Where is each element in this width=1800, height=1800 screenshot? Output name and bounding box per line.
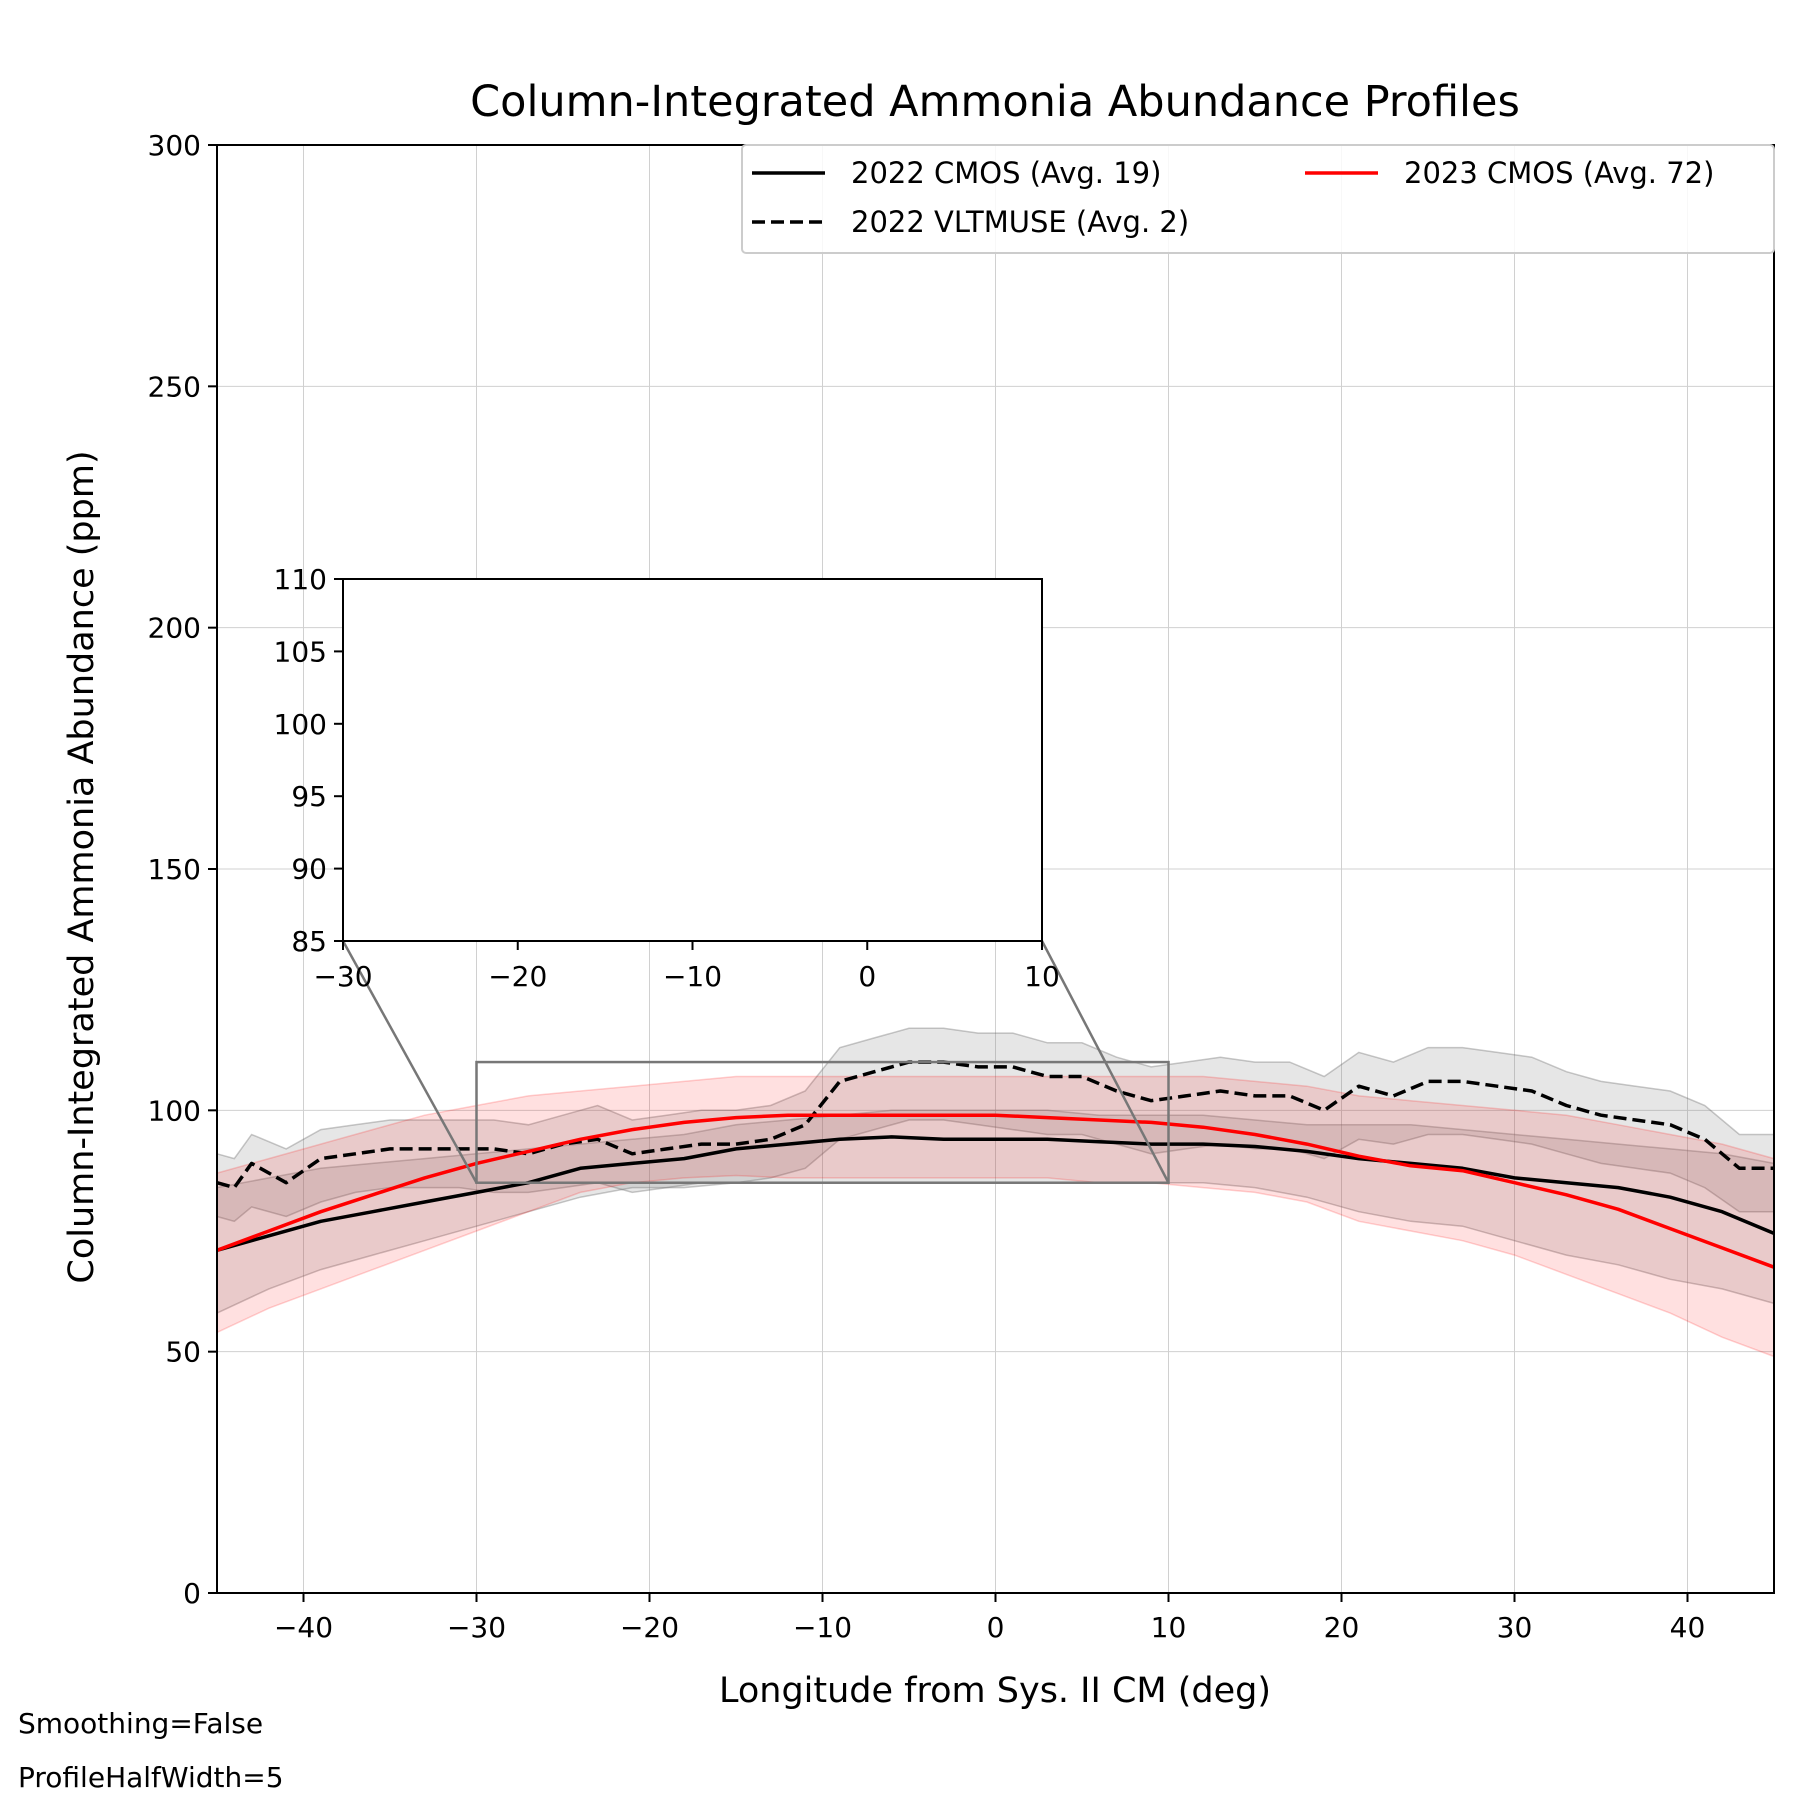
y-tick-label-250: 250 (148, 370, 201, 403)
inset-y-tick-label-110: 110 (274, 563, 327, 596)
y-axis-label: Column-Integrated Ammonia Abundance (ppm… (62, 450, 102, 1283)
legend-label-cmos-2023: 2023 CMOS (Avg. 72) (1404, 156, 1714, 190)
smoothing-note: Smoothing=False (18, 1707, 263, 1740)
x-tick-label-20: 20 (1324, 1611, 1360, 1644)
x-tick-label-10: 10 (1151, 1611, 1187, 1644)
y-tick-label-200: 200 (148, 612, 201, 645)
x-tick-label-0: 0 (987, 1611, 1005, 1644)
y-tick-label-50: 50 (165, 1336, 201, 1369)
inset-y-tick-label-105: 105 (274, 635, 327, 668)
inset-x-tick-label-minus20: −20 (488, 960, 547, 993)
x-tick-label-minus20: −20 (620, 1611, 679, 1644)
chart-title: Column-Integrated Ammonia Abundance Prof… (470, 77, 1520, 127)
inset-y-tick-label-85: 85 (291, 925, 327, 958)
x-axis-label: Longitude from Sys. II CM (deg) (719, 1671, 1271, 1711)
x-tick-label-40: 40 (1670, 1611, 1706, 1644)
legend-label-vltmuse-2022: 2022 VLTMUSE (Avg. 2) (851, 205, 1189, 239)
legend-label-cmos-2022: 2022 CMOS (Avg. 19) (851, 156, 1161, 190)
profile-halfwidth-note: ProfileHalfWidth=5 (18, 1761, 284, 1794)
y-tick-label-300: 300 (148, 129, 201, 162)
inset-zoom-indicator (341, 940, 1170, 1184)
inset-x-tick-label-minus10: −10 (663, 960, 722, 993)
inset-x-tick-label-10: 10 (1024, 960, 1060, 993)
x-tick-label-minus40: −40 (274, 1611, 333, 1644)
x-tick-label-minus10: −10 (793, 1611, 852, 1644)
legend-box (741, 144, 1775, 254)
vltmuse-2022-line (216, 1060, 1774, 1190)
inset-axes: −30 −20 −10 0 10 85 90 95 100 105 110 (274, 563, 1060, 993)
inset-y-tick-label-95: 95 (291, 780, 327, 813)
zoom-connector-left (341, 940, 478, 1184)
zoom-connector-right (1040, 940, 1170, 1184)
legend: 2022 CMOS (Avg. 19) 2022 VLTMUSE (Avg. 2)… (741, 144, 1775, 254)
x-tick-label-minus30: −30 (447, 1611, 506, 1644)
y-tick-label-0: 0 (183, 1577, 201, 1610)
inset-y-tick-label-100: 100 (274, 708, 327, 741)
y-tick-label-100: 100 (148, 1094, 201, 1127)
cmos-2022-line (216, 1135, 1775, 1252)
inset-x-tick-label-0: 0 (858, 960, 876, 993)
y-tick-label-150: 150 (148, 853, 201, 886)
inset-x-tick-label-minus30: −30 (313, 960, 372, 993)
x-tick-label-30: 30 (1497, 1611, 1533, 1644)
inset-frame (342, 578, 1043, 942)
inset-y-tick-label-90: 90 (291, 853, 327, 886)
zoom-region-box (475, 1060, 1170, 1184)
